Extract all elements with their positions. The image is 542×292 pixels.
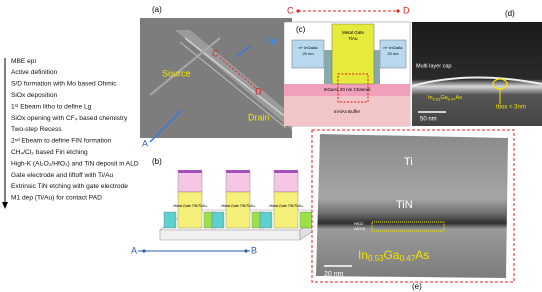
tbox-label: tbox < 3nm — [496, 105, 526, 111]
process-step: MBE epi — [11, 58, 36, 65]
process-step: Extrinsic TiN etching with gate electrod… — [11, 183, 128, 190]
gate-label: Metal Gate — [342, 30, 365, 35]
contact-thickness: 20 nm — [302, 51, 314, 56]
tin-label: TiN — [396, 199, 413, 211]
process-step: CH₄/Cl₂ based Fin etching — [11, 149, 88, 156]
process-step: Gate electrode and liftoff with Ti/Au — [11, 172, 113, 179]
process-step: SiOx deposition — [11, 92, 58, 99]
channel-label: InGaAs 20 nm Channel — [324, 87, 371, 92]
gate-body — [273, 191, 299, 229]
panel-b: Metal Gate TiN/Ti/Au Metal Gate TiN/Ti/Au… — [131, 157, 331, 255]
contact-block — [211, 211, 225, 229]
contact-block — [299, 211, 313, 229]
hfo2-label: HfO2 — [354, 221, 364, 226]
d-label: D — [403, 5, 410, 15]
process-flow: MBE epi Active definition S/D formation wi… — [2, 58, 139, 209]
process-step: Two-step Recess — [11, 126, 62, 133]
gate-top — [177, 171, 203, 193]
al2o3-label: Al2O3 — [354, 226, 366, 231]
contact-thickness: 20 nm — [387, 51, 399, 56]
gate-body — [225, 191, 251, 229]
scale-label: 50 nm — [420, 117, 437, 123]
ti-label: Ti — [404, 156, 413, 168]
panel-label: (a) — [152, 5, 162, 14]
gate-cap — [226, 170, 250, 173]
gate-cap — [178, 170, 202, 173]
process-step: 2ⁿᵈ Ebeam to define FIN formation — [11, 138, 112, 145]
a-label: A — [142, 138, 148, 148]
contact-block — [259, 211, 273, 229]
panel-label: (e) — [412, 282, 422, 291]
process-step: 1ˢᵗ Ebeam litho to define Lg — [11, 103, 92, 110]
drain-label: Drain — [248, 112, 270, 122]
panel-a: (a) Fin Source Drain C D A — [140, 5, 293, 148]
gate-body — [177, 191, 203, 229]
fin-label: Fin — [266, 36, 279, 46]
gate-label: Metal Gate TiN/Ti/Au — [269, 204, 302, 208]
gate-cap — [274, 170, 298, 173]
scale-label: 20 nm — [324, 271, 344, 278]
panel-d: (d) Multi layer cap In0.53Ga0.47As tbox … — [411, 9, 542, 126]
process-step: Active definition — [11, 69, 58, 76]
gate-label: Metal Gate TiN/Ti/Au — [221, 204, 254, 208]
process-step: SiOx opening with CF₄ based chemistry — [11, 115, 128, 122]
b-label: B — [251, 245, 257, 255]
a-label: A — [131, 245, 137, 255]
panel-e: Ti TiN HfO2 Al2O3 In0.53Ga0.47As 20 nm (… — [311, 129, 515, 291]
cap-label: Multi layer cap — [416, 63, 451, 69]
panel-label: (c) — [296, 25, 306, 34]
c-label: C — [287, 5, 294, 15]
buffer-label: InAlAs Buffer — [334, 109, 361, 114]
panel-label: (b) — [152, 157, 162, 166]
panel-c: C D (c) Metal Gate TiAu n+ InGaAs 20 nm … — [283, 5, 411, 127]
contact-label: n+ InGaAs — [383, 45, 402, 50]
material-label: In0.53Ga0.47As — [428, 95, 462, 101]
source-label: Source — [162, 68, 191, 78]
panel-label: (d) — [505, 9, 515, 18]
gate-label: Metal Gate TiN/Ti/Au — [173, 204, 206, 208]
gate-metal: TiAu — [348, 36, 358, 41]
process-step: M1 dep (Ti/Au) for contact PAD — [11, 195, 102, 202]
material-label: In0.53Ga0.47As — [358, 248, 429, 263]
d-label: D — [255, 86, 262, 96]
process-step: S/D formation with Mo based Ohmic — [11, 81, 117, 88]
c-label: C — [212, 48, 219, 58]
gate-top — [225, 171, 251, 193]
contact-block — [163, 211, 177, 229]
process-step: High-K (Al₂O₃/HfO₂) and TiN deposit in A… — [11, 160, 139, 167]
contact-label: n+ InGaAs — [298, 45, 317, 50]
gate-top — [273, 171, 299, 193]
